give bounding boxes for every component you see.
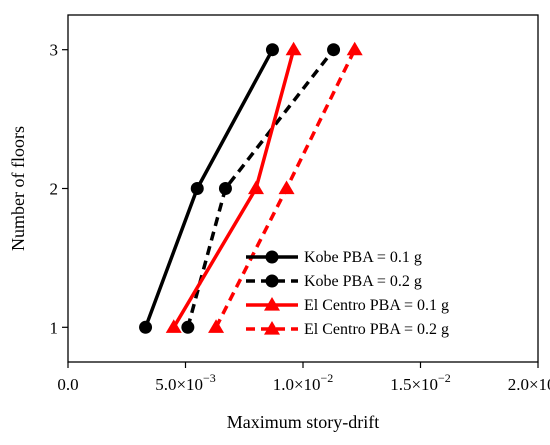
y-tick-label: 1 (50, 318, 59, 337)
legend-label: El Centro PBA = 0.2 g (304, 321, 449, 338)
axes-layer: 0.05.0×10−31.0×10−21.5×10−22.0×10−2123 (50, 41, 550, 394)
x-tick-mantissa: 2.0×10 (508, 375, 550, 394)
x-tick-mantissa: 1.5×10 (390, 375, 438, 394)
legend-item: Kobe PBA = 0.1 g (246, 249, 422, 266)
legend-marker (265, 250, 279, 264)
data-point (190, 182, 204, 195)
legend-item: El Centro PBA = 0.1 g (246, 297, 449, 314)
y-tick-label: 2 (50, 180, 59, 199)
data-point (165, 319, 182, 333)
legend-label: Kobe PBA = 0.2 g (304, 273, 422, 290)
x-tick-exponent: −2 (321, 371, 334, 385)
plot-area (67, 14, 539, 363)
x-tick-mantissa: 1.0×10 (273, 375, 321, 394)
legend-item: Kobe PBA = 0.2 g (246, 273, 422, 290)
data-point (346, 41, 363, 56)
series-el-centro-pba-0-1-g (165, 41, 302, 333)
series-el-centro-pba-0-2-g (208, 41, 363, 333)
x-tick-label: 5.0×10−3 (155, 371, 216, 394)
legend: Kobe PBA = 0.1 g Kobe PBA = 0.2 g El Centr… (246, 249, 449, 338)
legend-marker (265, 274, 279, 288)
data-point (327, 43, 341, 57)
legend-marker (264, 297, 280, 311)
legend-item: El Centro PBA = 0.2 g (246, 321, 449, 338)
data-point (278, 180, 295, 195)
x-tick-label: 1.0×10−2 (273, 371, 334, 394)
legend-label: Kobe PBA = 0.1 g (304, 249, 422, 266)
data-point (265, 43, 279, 57)
plot-frame (67, 14, 539, 363)
series-layer (139, 41, 363, 334)
legend-label: El Centro PBA = 0.1 g (304, 297, 449, 314)
series-kobe-pba-0-1-g (139, 43, 279, 334)
legend-marker (264, 321, 280, 335)
x-tick-label: 2.0×10−2 (508, 371, 550, 394)
data-point (208, 319, 225, 333)
x-tick-mantissa: 0.0 (57, 375, 78, 394)
y-tick-label: 3 (50, 41, 59, 60)
data-point (285, 41, 302, 56)
x-tick-label: 0.0 (57, 375, 78, 394)
data-point (139, 320, 153, 334)
x-axis-label: Maximum story-drift (227, 412, 379, 432)
y-axis-label: Number of floors (8, 126, 28, 251)
x-tick-label: 1.5×10−2 (390, 371, 451, 394)
data-point (181, 320, 195, 334)
x-tick-mantissa: 5.0×10 (155, 375, 203, 394)
x-tick-exponent: −3 (203, 371, 216, 385)
x-tick-exponent: −2 (438, 371, 451, 385)
data-point (218, 182, 232, 195)
data-point (248, 180, 264, 195)
